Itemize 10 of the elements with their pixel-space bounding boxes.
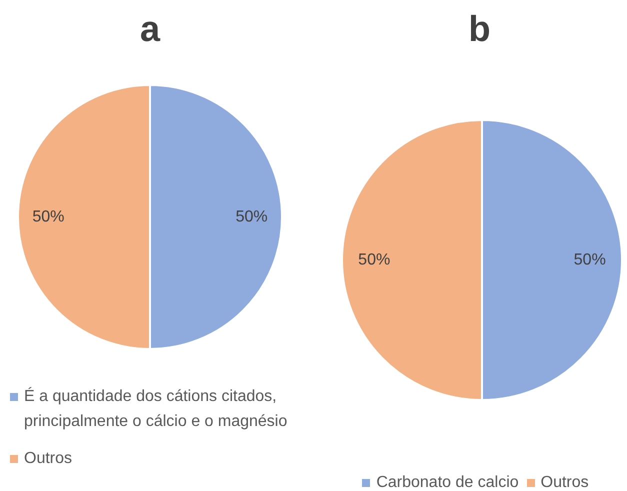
data-label: 50%: [32, 208, 64, 226]
legend-label: Outros: [24, 449, 72, 469]
legend-label: Carbonato de calcio: [376, 473, 519, 491]
chart-title: a: [138, 8, 162, 50]
legend-label: É a quantidade dos cátions citados, principalmente o cálcio e o magnésio: [24, 386, 288, 432]
data-label: 50%: [358, 251, 390, 268]
legend-label: Outros: [540, 473, 589, 491]
data-label: 50%: [236, 208, 268, 226]
chart-title: b: [468, 8, 492, 50]
data-label: 50%: [574, 251, 606, 268]
